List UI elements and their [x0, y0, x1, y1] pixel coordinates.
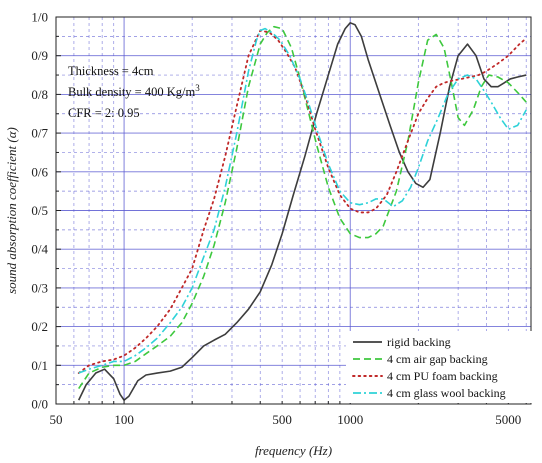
legend: rigid backing 4 cm air gap backing 4 cm PU…: [346, 331, 532, 403]
annotation-cfr: CFR = 2: 0.95: [68, 106, 140, 120]
legend-background: [346, 331, 532, 403]
y-tick-label: 0/0: [31, 397, 48, 412]
legend-label: 4 cm air gap backing: [387, 352, 488, 366]
axis-ticks: [56, 16, 527, 405]
y-tick-label: 1/0: [31, 10, 48, 25]
y-tick-label: 0/9: [31, 48, 48, 63]
x-tick-label: 50: [50, 412, 63, 427]
series-line-3: [77, 29, 528, 374]
y-tick-label: 0/6: [31, 164, 48, 179]
x-tick-label: 5000: [495, 412, 521, 427]
annotation-box: Thickness = 4cm Bulk density = 400 Kg/m3…: [68, 64, 200, 120]
axis-tick-labels: 0/0 0/1 0/2 0/3 0/4 0/5 0/6 0/7 0/8 0/9 1/0 50 100 50…: [31, 10, 521, 428]
series-line-4: [78, 27, 527, 374]
x-axis-title: frequency (Hz): [255, 443, 332, 458]
x-tick-label: 500: [272, 412, 292, 427]
y-tick-label: 0/1: [31, 358, 48, 373]
y-tick-label: 0/7: [31, 126, 48, 141]
annotation-bulk-density-superscript: 3: [195, 83, 200, 93]
legend-label: rigid backing: [387, 335, 451, 349]
annotation-bulk-density: Bulk density = 400 Kg/m3: [68, 83, 200, 99]
legend-label: 4 cm PU foam backing: [387, 369, 498, 383]
series-line-1: [77, 22, 527, 401]
series-group: [77, 22, 528, 401]
y-axis-title: sound absorption coefficient (α): [4, 127, 19, 294]
annotation-thickness: Thickness = 4cm: [68, 64, 154, 78]
grid-lines: [56, 17, 531, 404]
y-tick-label: 0/2: [31, 319, 48, 334]
x-tick-label: 1000: [337, 412, 363, 427]
y-tick-label: 0/3: [31, 280, 48, 295]
y-tick-label: 0/8: [31, 87, 48, 102]
annotation-bulk-density-main: Bulk density = 400 Kg/m: [68, 85, 195, 99]
x-tick-label: 100: [114, 412, 134, 427]
y-tick-label: 0/5: [31, 203, 48, 218]
legend-label: 4 cm glass wool backing: [387, 386, 506, 400]
y-tick-label: 0/4: [31, 242, 48, 257]
series-line-2: [78, 25, 527, 389]
